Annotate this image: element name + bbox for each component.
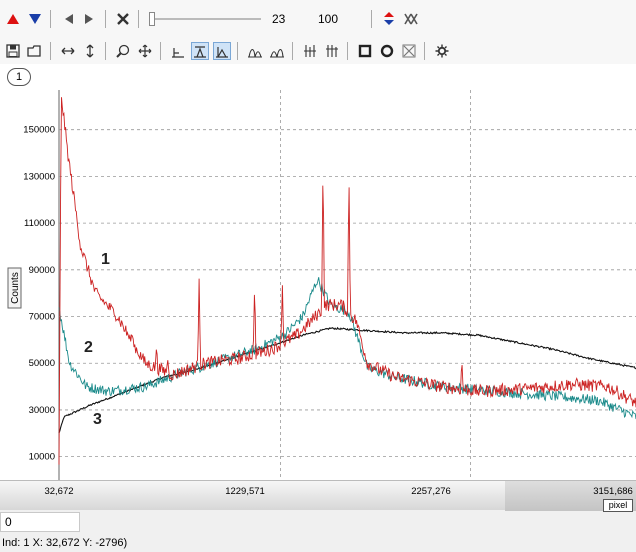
y-tick-label: 130000 — [23, 171, 55, 182]
up-down-triangles-icon[interactable] — [380, 10, 398, 28]
blue-down-triangle-icon[interactable] — [26, 10, 44, 28]
close-x-icon[interactable] — [114, 10, 132, 28]
separator — [237, 42, 238, 60]
fit-curve-icon[interactable] — [246, 42, 264, 60]
settings-gear-icon[interactable] — [433, 42, 451, 60]
y-axis-label: Counts — [10, 272, 21, 304]
separator — [50, 42, 51, 60]
y-tick-label: 10000 — [29, 452, 55, 463]
next-frame-icon[interactable] — [81, 10, 99, 28]
series-1-line — [58, 97, 636, 465]
y-tick-label: 50000 — [29, 358, 55, 369]
separator — [105, 42, 106, 60]
markers-alt-icon[interactable] — [323, 42, 341, 60]
fit-curve-alt-icon[interactable] — [268, 42, 286, 60]
chart-toolbar — [0, 38, 636, 64]
zoom-value[interactable]: 100 — [318, 12, 339, 26]
peak-area-icon[interactable] — [213, 42, 231, 60]
x-tick-label: 1229,571 — [225, 486, 265, 497]
save-icon[interactable] — [4, 42, 22, 60]
double-x-icon[interactable] — [402, 10, 420, 28]
previous-frame-icon[interactable] — [59, 10, 77, 28]
y-axis-label-box — [7, 267, 22, 309]
main-toolbar: 23 100 — [0, 0, 636, 38]
y-axis-label-group: Counts — [7, 267, 22, 309]
tab-row: 1 — [0, 64, 636, 90]
markers-icon[interactable] — [301, 42, 319, 60]
separator — [347, 42, 348, 60]
separator — [138, 10, 139, 28]
separator — [50, 10, 51, 28]
x-tick-label: 2257,276 — [411, 486, 451, 497]
curve-label: 1 — [101, 251, 110, 268]
y-tick-label: 70000 — [29, 312, 55, 323]
circle-icon[interactable] — [378, 42, 396, 60]
x-tick-label: 3151,686 — [593, 486, 633, 497]
value-input[interactable]: 0 — [0, 512, 80, 532]
separator — [292, 42, 293, 60]
separator — [105, 10, 106, 28]
peak-center-icon[interactable] — [191, 42, 209, 60]
y-tick-label: 30000 — [29, 405, 55, 416]
open-folder-icon[interactable] — [26, 42, 44, 60]
chart-svg: 10000 30000 50000 70000 90000 110000 130000 150… — [7, 90, 636, 480]
curve-label: 3 — [93, 411, 102, 428]
y-tick-label: 110000 — [24, 218, 55, 229]
peak-left-icon[interactable] — [169, 42, 187, 60]
vertical-arrows-icon[interactable] — [81, 42, 99, 60]
y-tick-label: 90000 — [29, 265, 55, 276]
tab-1[interactable]: 1 — [7, 68, 31, 86]
slider-thumb[interactable] — [149, 12, 155, 26]
separator — [424, 42, 425, 60]
separator — [371, 10, 372, 28]
clear-icon[interactable] — [400, 42, 418, 60]
pan-icon[interactable] — [136, 42, 154, 60]
frame-number[interactable]: 23 — [272, 12, 286, 26]
square-icon[interactable] — [356, 42, 374, 60]
spectrum-chart[interactable]: 10000 30000 50000 70000 90000 110000 130000 150… — [0, 90, 636, 480]
separator — [160, 42, 161, 60]
zoom-icon[interactable] — [114, 42, 132, 60]
x-axis-band: 32,672 1229,571 2257,276 3151,686 pixel — [0, 480, 636, 512]
curve-label: 2 — [84, 339, 93, 356]
slider-track — [149, 18, 261, 20]
horizontal-arrows-icon[interactable] — [59, 42, 77, 60]
series-3-line — [58, 326, 636, 434]
frame-slider[interactable] — [149, 11, 261, 27]
status-bar: Ind: 1 X: 32,672 Y: -2796) — [0, 534, 636, 552]
x-tick-label: 32,672 — [44, 486, 74, 497]
x-unit-label[interactable]: pixel — [603, 499, 633, 512]
y-tick-label: 150000 — [23, 125, 55, 136]
red-up-triangle-icon[interactable] — [4, 10, 22, 28]
